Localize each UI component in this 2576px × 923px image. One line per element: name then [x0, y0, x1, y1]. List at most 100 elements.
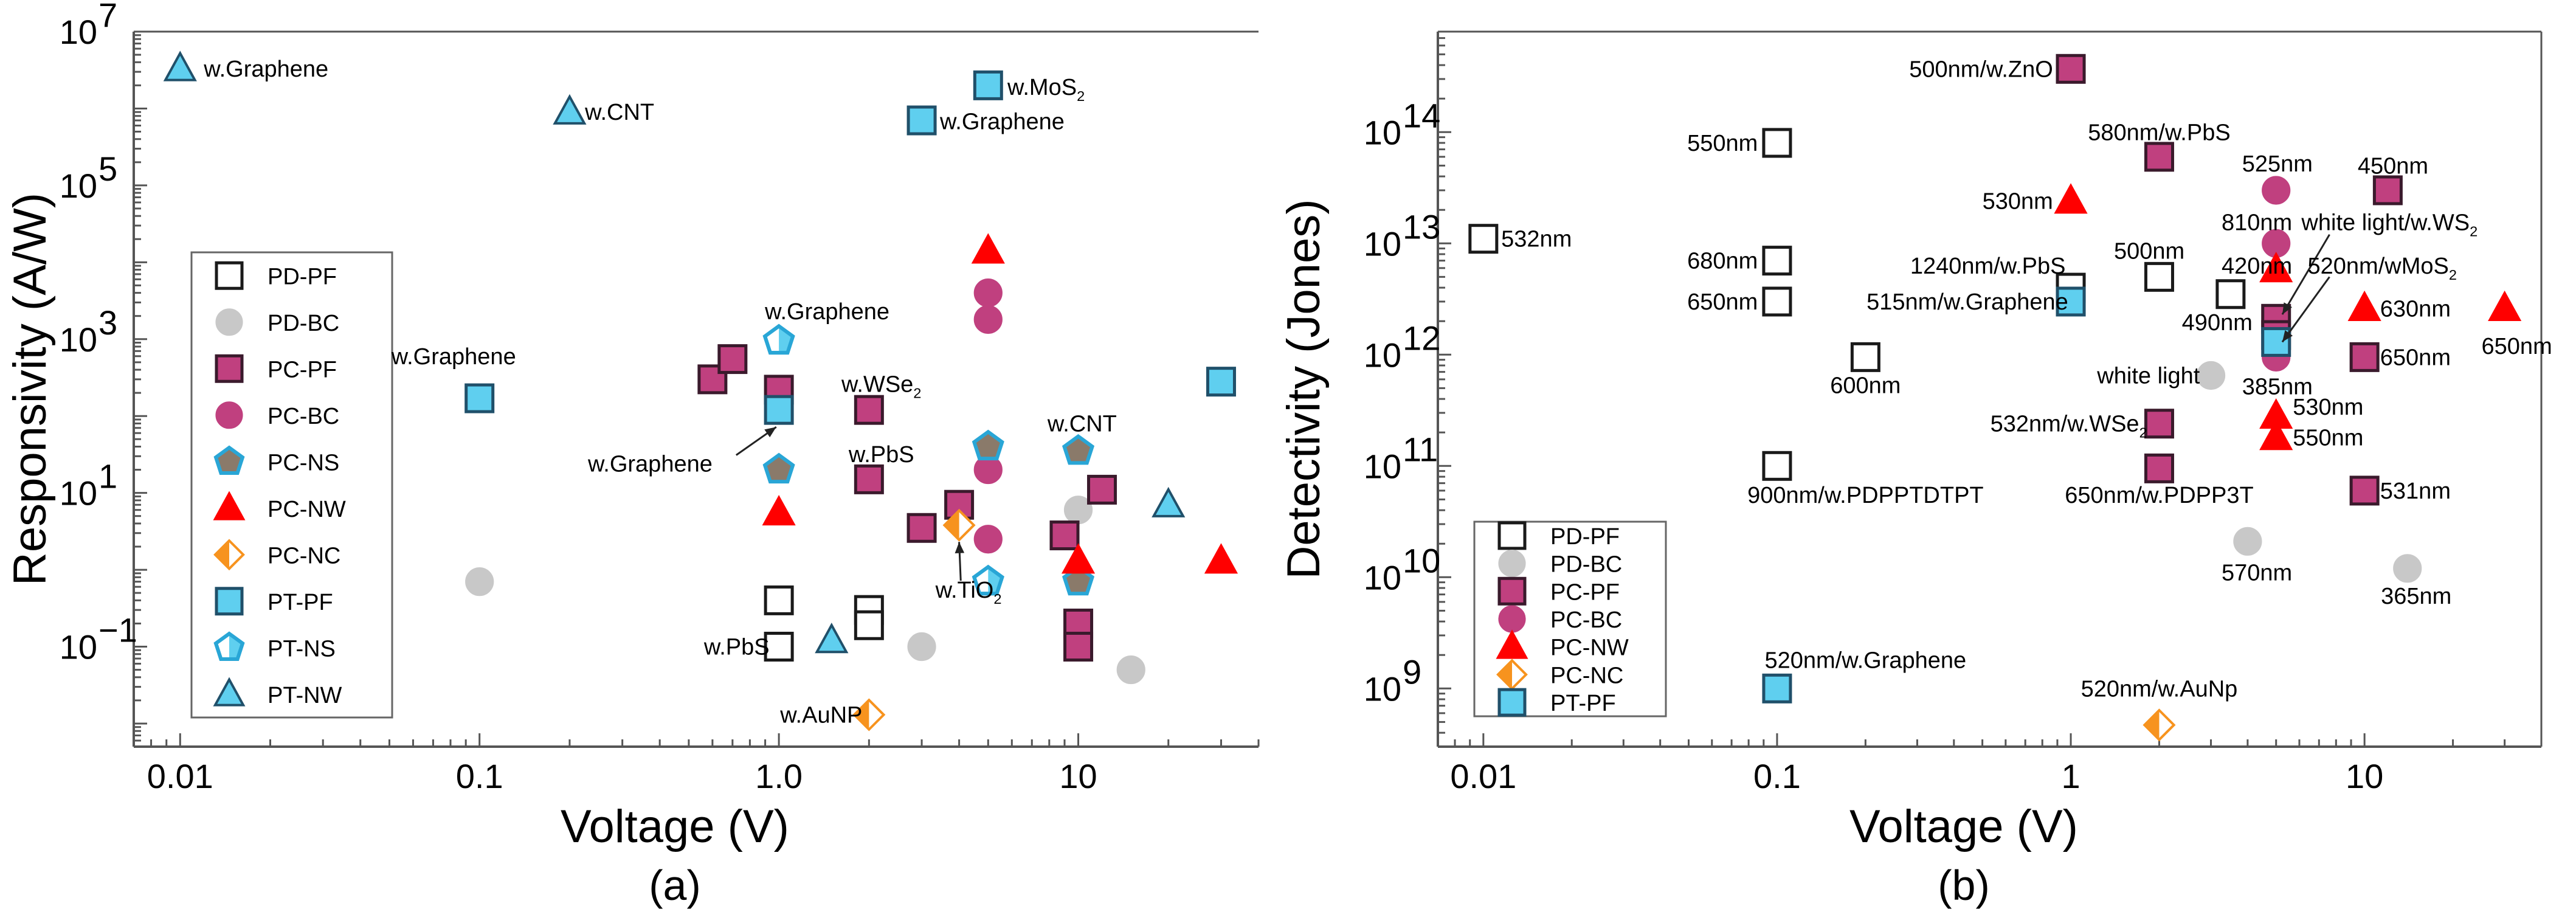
data-point [762, 495, 796, 526]
y-tick-label: 10 [60, 167, 97, 205]
annotation-arrowhead [2282, 330, 2293, 342]
y-tick-label: 10 [1364, 447, 1401, 485]
y-tick-exponent: 7 [98, 0, 117, 34]
annotation-arrowhead [2282, 302, 2293, 315]
data-point [2372, 175, 2403, 206]
legend-label: PD-PF [268, 264, 337, 289]
data-point [1049, 520, 1080, 551]
x-tick-label: 0.01 [147, 757, 213, 795]
data-label: 680nm [1687, 249, 1758, 274]
data-point [942, 508, 976, 542]
y-tick-exponent: 13 [1403, 207, 1440, 246]
data-label: 515nm/w.Graphene [1866, 289, 2068, 315]
data-point [1061, 543, 1096, 574]
data-point [907, 632, 936, 662]
legend-label: PC-PF [1550, 579, 1620, 605]
legend: PD-PF PD-BC PC-PF PC-BC PC-NS PC-NW PC-NC PT-PF… [190, 251, 393, 719]
data-point [2262, 176, 2291, 205]
data-label: w.MoS2 [1007, 75, 1085, 104]
data-label: 530nm [1983, 189, 2053, 215]
legend-label: PC-BC [1550, 607, 1622, 633]
data-point [906, 513, 937, 543]
data-point [1204, 543, 1238, 574]
legend-label: PC-PF [268, 357, 337, 382]
data-point [2488, 290, 2522, 322]
data-point [2144, 453, 2174, 483]
data-label: 650nm [1687, 289, 1758, 315]
legend-label: PC-NW [1550, 635, 1629, 661]
data-label: 550nm [1687, 131, 1758, 156]
data-label: 530nm [2293, 395, 2363, 420]
legend-label: PD-BC [1550, 552, 1622, 578]
legend-marker [1498, 605, 1526, 633]
data-point [2054, 183, 2088, 214]
y-tick-exponent: 5 [98, 150, 117, 188]
legend-marker [213, 677, 246, 707]
legend-marker [1497, 688, 1527, 717]
data-point [764, 395, 794, 425]
data-point [163, 50, 197, 81]
y-tick-label: 10 [60, 13, 97, 51]
data-label: w.WSe2 [841, 372, 921, 401]
data-label: 520nm/w.Graphene [1765, 648, 1967, 674]
data-point [973, 525, 1003, 554]
data-point [1762, 128, 1792, 158]
y-tick-exponent: 1 [98, 457, 117, 496]
data-label: 810nm [2222, 210, 2292, 235]
legend-label: PD-BC [268, 311, 339, 336]
data-label: w.Graphene [587, 452, 713, 477]
data-point [972, 429, 1004, 461]
x-axis-label: Voltage (V) [561, 801, 789, 852]
legend-marker [1497, 521, 1527, 550]
data-point [2233, 527, 2262, 556]
data-label: 450nm [2358, 153, 2428, 179]
data-label: w.CNT [584, 100, 654, 125]
data-point [764, 585, 794, 615]
data-point [2393, 554, 2422, 583]
data-point [2349, 342, 2380, 372]
data-label: 500nm/w.ZnO [1909, 57, 2053, 82]
data-point [1762, 673, 1792, 703]
data-point [762, 323, 795, 355]
data-point [2056, 54, 2086, 84]
data-point [2215, 279, 2246, 309]
data-point [906, 105, 937, 136]
y-tick-label: 10 [60, 474, 97, 513]
data-label: 570nm [2222, 561, 2292, 586]
y-axis-label: Responsivity (A/W) [4, 193, 56, 586]
y-tick-exponent: 12 [1403, 319, 1440, 357]
data-point [854, 464, 884, 494]
data-point [2144, 409, 2174, 439]
data-point [1762, 286, 1792, 317]
data-point [1762, 451, 1792, 481]
data-point [1062, 564, 1095, 596]
annotation-arrow [2281, 276, 2330, 343]
y-axis-label: Detectivity (Jones) [1278, 199, 1330, 579]
legend-marker [213, 631, 245, 661]
x-tick-label: 0.1 [456, 757, 503, 795]
data-point [2056, 286, 2086, 317]
y-tick-label: 10 [1364, 558, 1401, 596]
data-point [1152, 486, 1186, 517]
data-point [972, 564, 1004, 596]
data-point [854, 610, 884, 640]
y-tick-exponent: 10 [1403, 541, 1440, 579]
x-tick-label: 1 [2061, 757, 2080, 795]
data-label: 650nm [2482, 334, 2552, 359]
y-tick-label: 10 [1364, 336, 1401, 374]
legend-label: PT-PF [268, 590, 333, 615]
data-point [2144, 142, 2174, 172]
data-label: 580nm/w.PbS [2088, 120, 2230, 145]
data-point [2144, 261, 2174, 292]
data-label: 490nm [2182, 310, 2253, 336]
data-point [2259, 252, 2293, 283]
data-point [2259, 420, 2293, 451]
data-label: w.Graphene [391, 344, 516, 370]
legend-label: PC-NC [1550, 663, 1623, 688]
data-label: 420nm [2222, 254, 2292, 279]
y-tick-exponent: 11 [1403, 430, 1438, 468]
